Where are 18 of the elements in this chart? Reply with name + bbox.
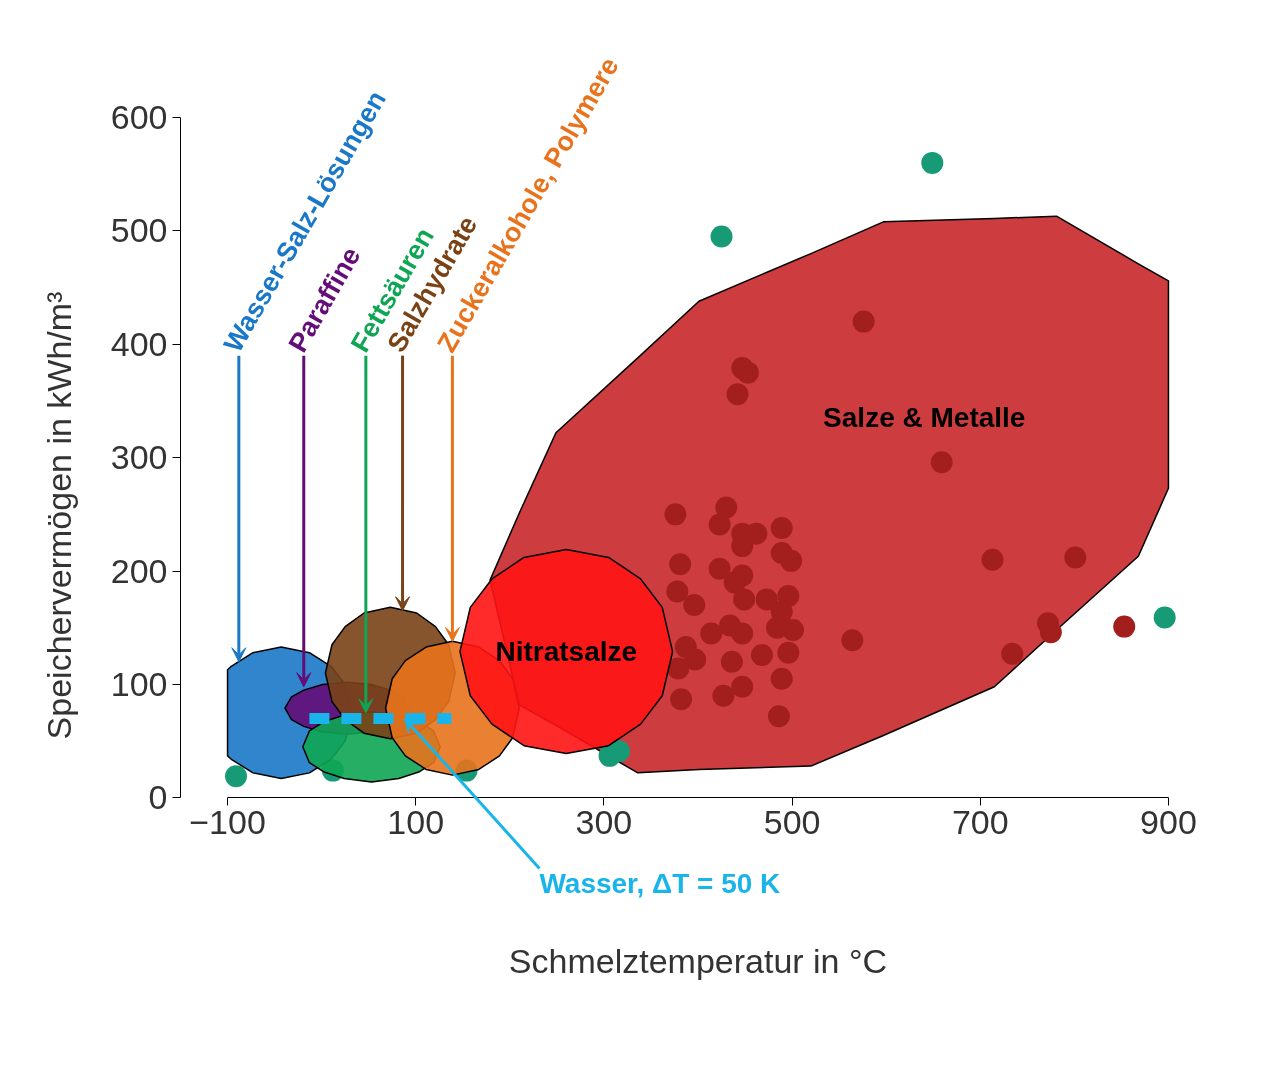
y-tick-label: 300 [110,438,168,477]
y-tick-label: 100 [110,664,168,703]
y-tick-label: 200 [110,551,168,590]
x-axis-title: Schmelztemperatur in °C [508,941,888,980]
x-tick-label: 500 [763,802,821,841]
y-tick-label: 500 [110,211,168,250]
annotation: Wasser, ΔT = 50 K [539,868,781,900]
annotation: Nitratsalze [495,636,638,668]
y-tick-label: 600 [110,98,168,137]
x-tick-label: 900 [1140,802,1197,841]
x-tick-label: 300 [575,802,633,841]
y-axis-title: Speichervermögen in kWh/m³ [39,291,78,740]
x-tick-label: −100 [189,802,266,841]
y-tick-label: 400 [110,324,168,363]
y-tick-label: 0 [148,778,168,817]
annotation: Salze & Metalle [823,402,1026,434]
x-tick-label: 100 [387,802,445,841]
x-tick-label: 700 [951,802,1009,841]
